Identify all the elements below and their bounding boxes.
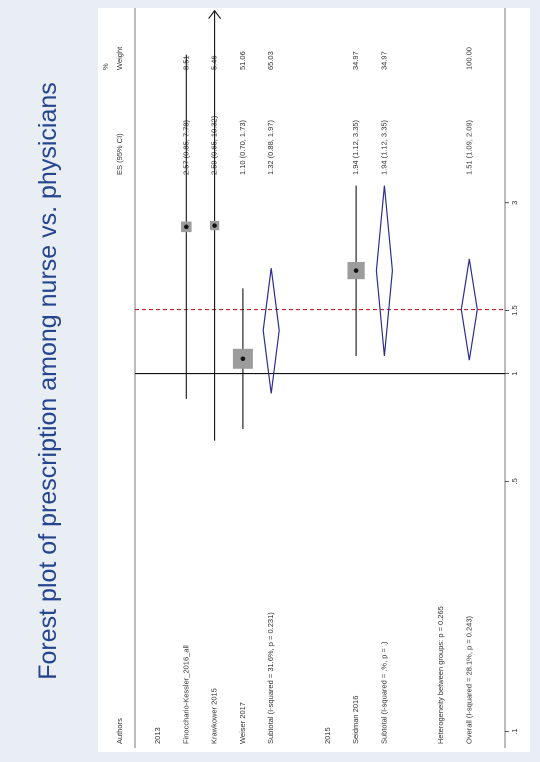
axis-tick-label: 3 [510,201,519,205]
study-label: Krawkower 2015 [210,688,219,744]
note-label: Heterogeneity between groups: p = 0.265 [436,606,445,744]
es-ci-value: 1.32 (0.88, 1.97) [266,119,275,175]
axis-tick-label: 1.5 [510,305,519,315]
weight-value: 34.97 [351,51,360,70]
weight-value: 51.06 [238,51,247,70]
point-estimate [184,224,189,230]
weight-value: 65.03 [266,51,275,70]
es-ci-value: 1.51 (1.09, 2.09) [464,119,473,175]
subtotal-diamond [262,268,280,394]
header-weight: Weight [115,46,124,70]
study-label: Weiser 2017 [238,702,247,744]
weight-value: 34.97 [379,51,388,70]
study-label: Finocchario-Kessler_2016_all [181,645,190,744]
ci-arrow [208,9,222,20]
weight-value: 100.00 [464,47,473,70]
point-estimate [240,356,246,362]
point-estimate [212,223,217,228]
plot-panel [98,8,530,752]
subtotal-label: Subtotal (I-squared = 31.6%, p = 0.231) [266,612,275,744]
subtotal-diamond [375,185,394,357]
overall-diamond [460,258,478,361]
axis-tick-label: .1 [510,728,519,734]
header-weight-percent: % [101,63,110,70]
header-authors: Authors [115,718,124,744]
point-estimate [353,268,359,273]
subtotal-label: Subtotal (I-squared = .%, p = .) [379,641,388,744]
study-label: Seidman 2016 [351,696,360,744]
axis-tick-label: .5 [510,478,519,484]
group-label: 2013 [153,727,162,744]
chart-group: Authors ES (95% CI)% Weight .1 .5 1 1.5 3 2013 Fi… [101,8,519,748]
axis-tick-label: 1 [510,372,519,376]
es-ci-value: 1.94 (1.12, 3.35) [379,119,388,175]
es-ci-value: 1.94 (1.12, 3.35) [351,119,360,175]
es-ci-value: 1.10 (0.70, 1.73) [238,119,247,175]
header-es-ci: ES (95% CI) [115,133,124,175]
group-label: 2015 [323,727,332,744]
overall-label: Overall (I-squared = 28.1%, p = 0.243) [464,616,473,744]
